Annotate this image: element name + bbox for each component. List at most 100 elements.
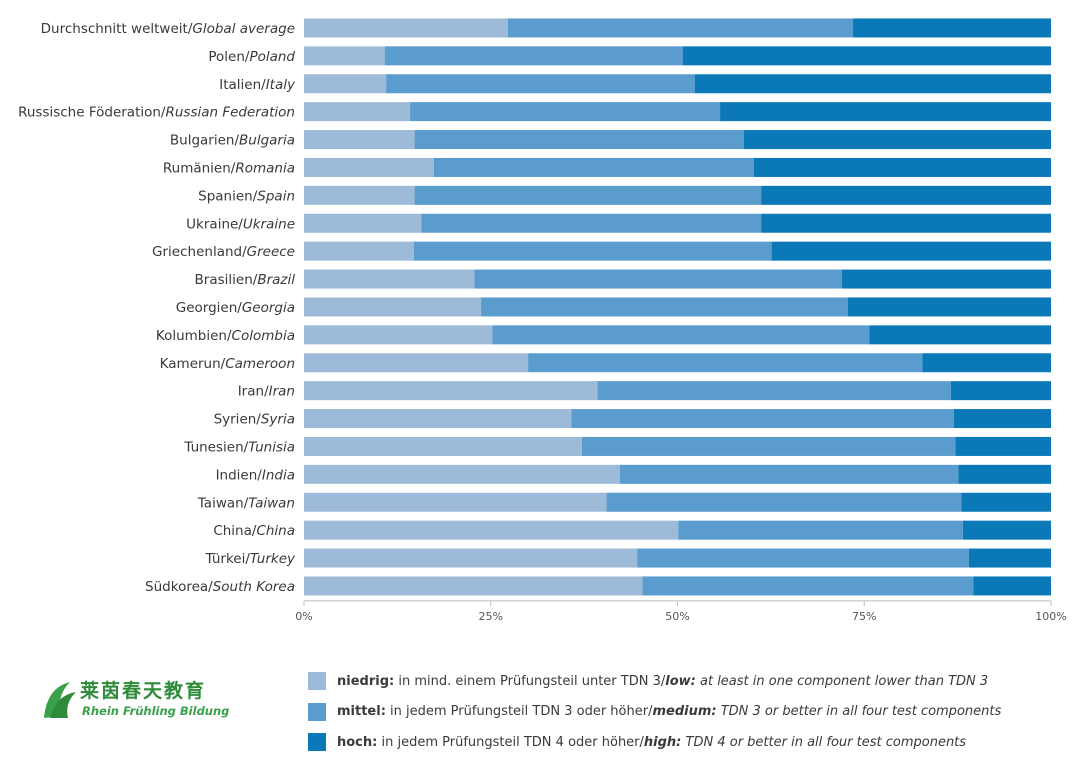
bar-medium-17	[606, 492, 962, 512]
bar-low-9	[304, 269, 475, 289]
bar-low-12	[304, 353, 529, 373]
bar-high-8	[771, 241, 1051, 261]
category-label-10: Georgien/Georgia	[176, 300, 295, 316]
bar-low-17	[304, 492, 607, 512]
bar-high-7	[761, 213, 1051, 233]
bar-medium-0	[507, 18, 854, 38]
bar-medium-19	[637, 548, 969, 568]
bar-medium-6	[414, 185, 762, 205]
bar-high-16	[958, 464, 1051, 484]
bar-low-4	[304, 130, 415, 150]
bar-low-20	[304, 576, 643, 596]
bar-high-9	[841, 269, 1051, 289]
category-label-3: Russische Föderation/Russian Federation	[18, 105, 295, 121]
legend: niedrig: in mind. einem Prüfungsteil unt…	[308, 666, 1078, 758]
bar-medium-11	[492, 325, 870, 345]
legend-swatch-low	[308, 672, 326, 691]
bar-medium-8	[413, 241, 772, 261]
legend-swatch-medium	[308, 702, 326, 721]
bar-low-18	[304, 520, 679, 540]
bar-high-17	[961, 492, 1051, 512]
bar-medium-7	[421, 213, 762, 233]
x-tick-label-3: 75%	[852, 610, 876, 623]
bar-high-13	[950, 381, 1051, 401]
x-tick-label-2: 50%	[665, 610, 689, 623]
bar-low-0	[304, 18, 508, 38]
bar-high-1	[682, 46, 1051, 66]
bar-low-14	[304, 409, 572, 429]
bar-low-15	[304, 436, 582, 456]
bar-low-19	[304, 548, 638, 568]
bar-low-6	[304, 185, 415, 205]
category-label-18: China/China	[213, 523, 295, 539]
bar-high-3	[720, 102, 1051, 122]
x-tick-label-0: 0%	[295, 610, 312, 623]
bar-medium-4	[414, 130, 744, 150]
bar-medium-12	[528, 353, 923, 373]
bar-high-2	[694, 74, 1051, 94]
legend-item-low: niedrig: in mind. einem Prüfungsteil unt…	[308, 666, 1078, 697]
bar-high-11	[869, 325, 1051, 345]
category-label-0: Durchschnitt weltweit/Global average	[41, 21, 295, 37]
bar-high-19	[968, 548, 1051, 568]
legend-text-medium: mittel: in jedem Prüfungsteil TDN 3 oder…	[337, 704, 1002, 720]
category-label-11: Kolumbien/Colombia	[156, 328, 295, 344]
bar-low-7	[304, 213, 422, 233]
category-label-13: Iran/Iran	[238, 384, 295, 400]
bar-high-4	[743, 130, 1051, 150]
category-label-7: Ukraine/Ukraine	[186, 216, 295, 232]
bar-medium-2	[386, 74, 695, 94]
logo-english-text: Rhein Frühling Bildung	[82, 704, 230, 718]
category-label-2: Italien/Italy	[219, 77, 296, 93]
category-label-14: Syrien/Syria	[214, 412, 295, 428]
bar-medium-18	[678, 520, 963, 540]
category-label-9: Brasilien/Brazil	[195, 272, 296, 288]
category-label-1: Polen/Poland	[208, 49, 295, 65]
logo: 莱茵春天教育 Rhein Frühling Bildung	[40, 676, 230, 724]
bar-medium-16	[619, 464, 959, 484]
bar-low-1	[304, 46, 385, 66]
bar-low-16	[304, 464, 620, 484]
stacked-bar-chart: Durchschnitt weltweit/Global average Pole…	[18, 18, 1067, 623]
bar-high-5	[753, 157, 1051, 177]
bar-medium-1	[384, 46, 683, 66]
bar-high-0	[853, 18, 1051, 38]
category-label-16: Indien/India	[216, 467, 295, 483]
legend-item-high: hoch: in jedem Prüfungsteil TDN 4 oder h…	[308, 727, 1078, 758]
bar-low-3	[304, 102, 411, 122]
category-label-20: Südkorea/South Korea	[145, 579, 295, 595]
legend-swatch-high	[308, 733, 326, 752]
bar-low-10	[304, 297, 482, 317]
category-label-8: Griechenland/Greece	[152, 244, 295, 260]
bar-low-2	[304, 74, 387, 94]
legend-text-low: niedrig: in mind. einem Prüfungsteil unt…	[337, 673, 989, 689]
category-label-15: Tunesien/Tunisia	[183, 439, 295, 455]
bar-low-5	[304, 157, 434, 177]
bar-low-11	[304, 325, 493, 345]
bar-medium-13	[597, 381, 951, 401]
bar-high-12	[922, 353, 1051, 373]
bar-medium-3	[410, 102, 721, 122]
bar-high-6	[761, 185, 1051, 205]
bar-medium-20	[642, 576, 974, 596]
bar-low-13	[304, 381, 598, 401]
bar-high-10	[847, 297, 1051, 317]
category-label-4: Bulgarien/Bulgaria	[170, 133, 295, 149]
category-label-5: Rumänien/Romania	[163, 160, 295, 176]
bar-high-14	[953, 409, 1051, 429]
logo-chinese-text: 莱茵春天教育	[80, 680, 207, 702]
bar-high-20	[973, 576, 1051, 596]
category-label-17: Taiwan/Taiwan	[197, 495, 295, 511]
legend-item-medium: mittel: in jedem Prüfungsteil TDN 3 oder…	[308, 697, 1078, 728]
bar-high-18	[962, 520, 1051, 540]
bar-medium-14	[571, 409, 954, 429]
leaf-logo-icon	[44, 682, 76, 718]
x-tick-label-1: 25%	[479, 610, 503, 623]
bar-medium-10	[481, 297, 848, 317]
bar-medium-15	[581, 436, 956, 456]
x-tick-label-4: 100%	[1035, 610, 1066, 623]
bar-medium-5	[433, 157, 754, 177]
bar-low-8	[304, 241, 414, 261]
legend-text-high: hoch: in jedem Prüfungsteil TDN 4 oder h…	[337, 734, 967, 750]
bar-high-15	[955, 436, 1051, 456]
